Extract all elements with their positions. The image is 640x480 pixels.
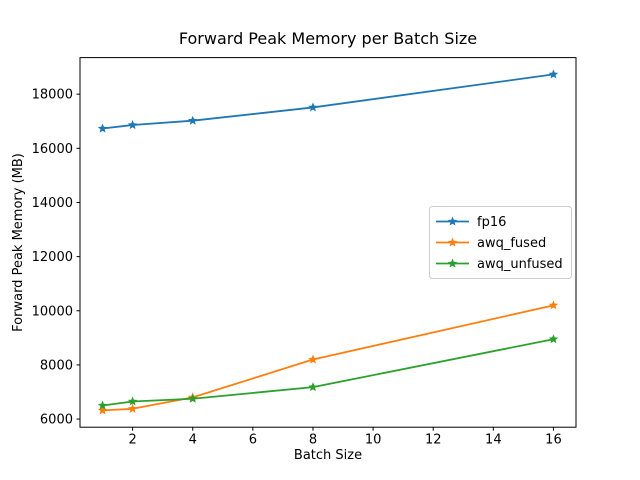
- y-tick-label: 16000: [32, 142, 73, 157]
- y-tick-label: 10000: [32, 304, 73, 319]
- chart-title: Forward Peak Memory per Batch Size: [179, 29, 477, 48]
- star-marker-icon: [447, 258, 458, 268]
- series-line-fp16: [101, 73, 555, 130]
- data-point-star-icon: [97, 400, 108, 410]
- x-tick-label: 10: [365, 433, 382, 448]
- plot-series: [97, 69, 559, 415]
- y-tick-label: 14000: [32, 196, 73, 211]
- data-point-star-icon: [548, 69, 559, 79]
- y-tick-label: 18000: [32, 88, 73, 103]
- data-point-star-icon: [308, 102, 318, 112]
- data-point-star-icon: [308, 382, 318, 392]
- x-tick-label: 6: [249, 433, 257, 448]
- x-tick-label: 16: [545, 433, 562, 448]
- legend-box: [429, 206, 572, 279]
- legend-entry-awq-unfused: awq_unfused: [436, 257, 563, 272]
- legend-entry-awq-fused: awq_fused: [436, 236, 546, 251]
- legend-entry-fp16: fp16: [436, 215, 506, 230]
- data-point-star-icon: [127, 403, 138, 413]
- plot-area: [79, 57, 577, 428]
- legend-label: awq_fused: [477, 236, 546, 251]
- data-point-star-icon: [548, 334, 559, 344]
- data-point-star-icon: [548, 300, 559, 310]
- y-axis-ticks: 6000 8000 10000 12000 14000 16000 18000: [32, 88, 80, 428]
- x-tick-label: 2: [128, 433, 136, 448]
- series-line-awq_fused: [101, 304, 555, 412]
- data-point-star-icon: [308, 354, 318, 364]
- x-tick-label: 8: [309, 433, 317, 448]
- data-point-star-icon: [127, 396, 138, 406]
- x-tick-label: 12: [425, 433, 442, 448]
- y-tick-label: 6000: [40, 413, 73, 428]
- x-axis-ticks: 2 4 6 8 10 12 14 16: [128, 427, 562, 448]
- data-point-star-icon: [97, 123, 108, 133]
- x-tick-label: 4: [189, 433, 197, 448]
- series-line-awq_unfused: [101, 338, 555, 407]
- star-marker-icon: [447, 237, 458, 247]
- legend-label: fp16: [477, 215, 506, 230]
- data-point-star-icon: [97, 405, 108, 415]
- y-axis-label: Forward Peak Memory (MB): [11, 153, 26, 332]
- y-tick-label: 8000: [40, 358, 73, 373]
- data-point-star-icon: [187, 393, 198, 403]
- data-point-star-icon: [187, 115, 198, 125]
- star-marker-icon: [447, 216, 458, 226]
- x-axis-label: Batch Size: [294, 448, 362, 463]
- data-point-star-icon: [127, 120, 138, 130]
- x-tick-label: 14: [485, 433, 502, 448]
- legend-label: awq_unfused: [477, 257, 563, 272]
- legend: fp16 awq_fused awq_unfused: [429, 206, 572, 279]
- y-tick-label: 12000: [32, 250, 73, 265]
